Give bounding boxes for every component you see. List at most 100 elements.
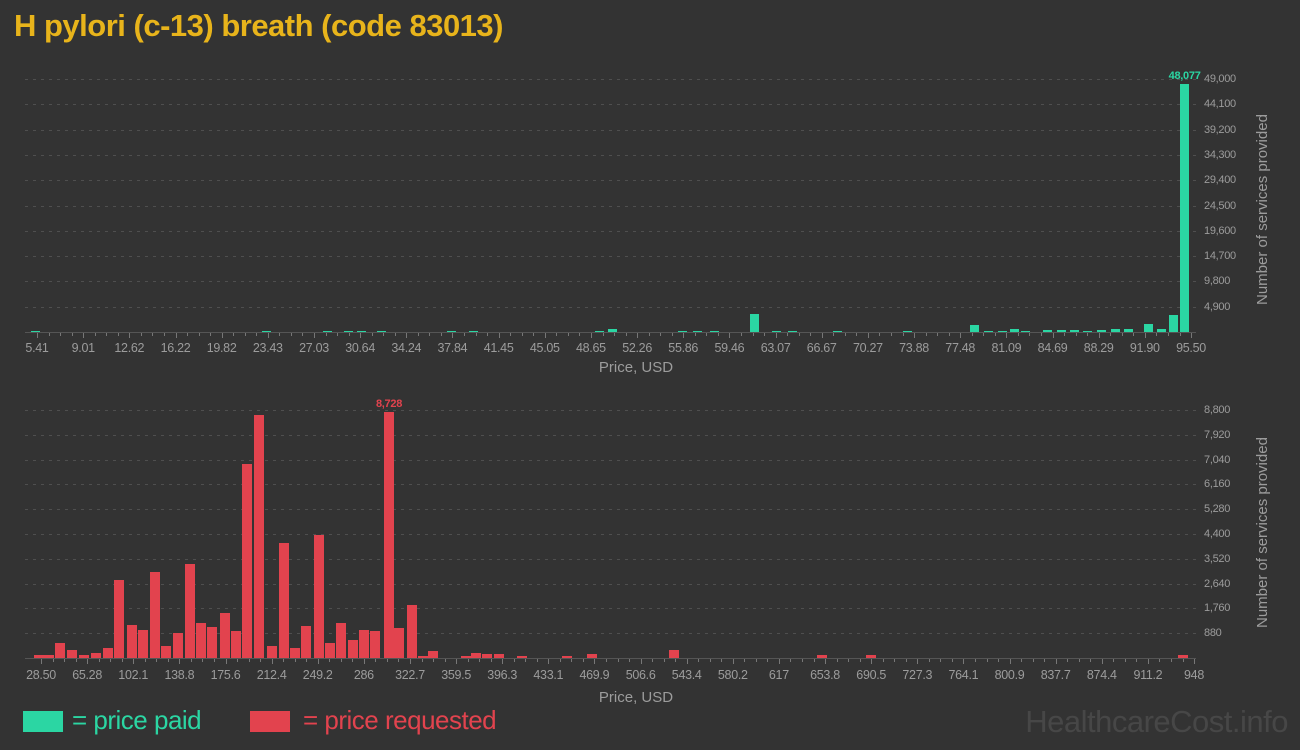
requested-bar[interactable]	[406, 604, 417, 658]
requested-bar[interactable]	[55, 643, 66, 658]
requested-bar[interactable]	[138, 629, 149, 658]
paid-bar[interactable]	[998, 330, 1008, 332]
requested-bar[interactable]	[160, 646, 171, 658]
paid-bar[interactable]	[594, 330, 604, 332]
requested-bar[interactable]	[219, 613, 230, 658]
paid-bar[interactable]	[1009, 329, 1019, 332]
requested-bar[interactable]	[289, 648, 300, 658]
paid-x-minor-tick	[1017, 333, 1019, 336]
requested-bar[interactable]	[44, 654, 55, 658]
requested-bar[interactable]	[114, 579, 125, 658]
paid-bar[interactable]	[356, 330, 366, 332]
requested-bar[interactable]	[516, 656, 527, 658]
paid-bar[interactable]	[1110, 329, 1120, 332]
paid-bar[interactable]	[984, 330, 994, 332]
paid-bar[interactable]	[323, 330, 333, 332]
paid-bar[interactable]	[678, 330, 687, 332]
paid-bar[interactable]	[447, 330, 457, 332]
requested-bar[interactable]	[34, 655, 45, 658]
paid-x-minor-tick	[879, 333, 881, 336]
requested-bar[interactable]	[816, 654, 827, 658]
requested-bar[interactable]	[103, 648, 114, 658]
requested-bar[interactable]	[417, 656, 428, 658]
requested-bar[interactable]	[347, 639, 358, 658]
paid-x-minor-tick	[533, 333, 535, 336]
requested-x-minor-tick	[998, 659, 999, 662]
paid-bar[interactable]	[970, 325, 979, 332]
paid-x-minor-tick	[117, 333, 119, 336]
requested-bar[interactable]	[587, 654, 598, 658]
paid-bar[interactable]	[376, 330, 386, 332]
paid-bar[interactable]	[343, 330, 353, 332]
requested-bar[interactable]	[562, 656, 572, 658]
paid-bar[interactable]	[469, 330, 479, 332]
paid-bar[interactable]	[261, 330, 271, 332]
paid-x-minor-tick	[510, 333, 512, 336]
requested-bar[interactable]	[460, 656, 471, 658]
requested-bar[interactable]	[79, 655, 90, 658]
paid-x-tick-label: 30.64	[345, 341, 375, 355]
paid-x-minor-tick	[383, 333, 385, 336]
paid-x-minor-tick	[233, 333, 235, 336]
requested-bar[interactable]	[231, 631, 241, 658]
requested-bar[interactable]	[494, 654, 505, 658]
requested-bar[interactable]	[90, 653, 101, 658]
paid-bar[interactable]	[1043, 330, 1052, 332]
paid-x-tick	[360, 333, 362, 338]
requested-bar[interactable]	[66, 649, 77, 658]
requested-bar[interactable]	[358, 629, 369, 658]
requested-bar[interactable]	[394, 628, 404, 658]
requested-bar[interactable]	[481, 653, 492, 658]
requested-bar[interactable]	[370, 631, 381, 658]
requested-bar[interactable]	[278, 543, 289, 658]
requested-bar[interactable]	[301, 626, 312, 658]
paid-x-minor-tick	[290, 333, 292, 336]
paid-bar[interactable]	[1168, 315, 1178, 332]
requested-bar[interactable]	[195, 623, 206, 658]
paid-bar[interactable]	[833, 330, 842, 332]
paid-bar[interactable]	[1069, 330, 1079, 332]
paid-bar[interactable]	[607, 329, 617, 332]
requested-x-tick-label: 800.9	[994, 668, 1025, 682]
requested-bar[interactable]	[242, 464, 253, 659]
paid-bar[interactable]	[1180, 83, 1190, 332]
requested-x-minor-tick	[1090, 659, 1092, 662]
paid-bar[interactable]	[749, 314, 759, 332]
requested-bar[interactable]	[384, 412, 394, 658]
paid-bar[interactable]	[1082, 330, 1092, 332]
requested-bar[interactable]	[336, 623, 347, 658]
paid-bar[interactable]	[1157, 328, 1166, 332]
requested-bar[interactable]	[1177, 655, 1188, 658]
requested-bar[interactable]	[184, 563, 195, 658]
requested-bar[interactable]	[253, 414, 264, 658]
paid-bar[interactable]	[1096, 329, 1106, 332]
requested-bar[interactable]	[126, 624, 137, 658]
paid-bar[interactable]	[1057, 329, 1067, 332]
requested-bar[interactable]	[865, 655, 876, 658]
requested-x-minor-tick	[248, 659, 250, 662]
paid-bar[interactable]	[788, 330, 798, 332]
requested-x-tick-label: 506.6	[625, 668, 656, 682]
requested-bar[interactable]	[325, 643, 335, 658]
paid-bar[interactable]	[1021, 330, 1031, 332]
paid-bar[interactable]	[1123, 328, 1133, 332]
paid-bar[interactable]	[693, 330, 703, 332]
paid-x-minor-tick	[210, 333, 212, 336]
requested-bar[interactable]	[427, 651, 438, 658]
paid-bar[interactable]	[31, 330, 41, 332]
paid-bar[interactable]	[1144, 323, 1154, 332]
paid-bar[interactable]	[903, 330, 913, 332]
requested-y-tick-label: 6,160	[1204, 478, 1231, 491]
requested-bar[interactable]	[668, 649, 679, 658]
requested-bar[interactable]	[267, 646, 278, 658]
requested-bar[interactable]	[313, 534, 324, 658]
requested-bar[interactable]	[149, 571, 160, 658]
requested-x-minor-tick	[444, 659, 446, 662]
requested-bar[interactable]	[173, 633, 184, 658]
requested-bar[interactable]	[207, 627, 218, 658]
paid-bar[interactable]	[771, 330, 781, 332]
requested-x-minor-tick	[144, 659, 146, 662]
requested-bar[interactable]	[470, 653, 481, 658]
paid-bar[interactable]	[710, 330, 719, 332]
